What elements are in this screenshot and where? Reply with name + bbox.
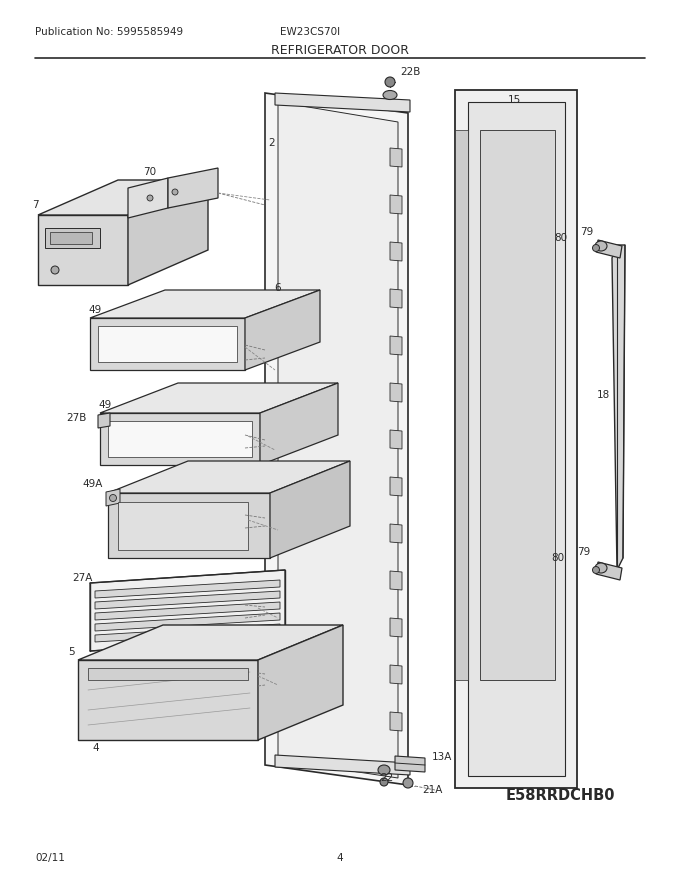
Ellipse shape	[172, 189, 178, 195]
Polygon shape	[78, 660, 258, 740]
Text: 27A: 27A	[72, 573, 92, 583]
Text: 7: 7	[32, 200, 39, 210]
Polygon shape	[596, 562, 622, 580]
Text: 79: 79	[577, 547, 590, 557]
Polygon shape	[390, 665, 402, 684]
Polygon shape	[38, 180, 208, 215]
Polygon shape	[258, 625, 343, 740]
Polygon shape	[95, 602, 280, 620]
Text: 49A: 49A	[82, 479, 103, 489]
Polygon shape	[245, 290, 320, 370]
Polygon shape	[108, 461, 350, 493]
Ellipse shape	[380, 778, 388, 786]
Polygon shape	[390, 571, 402, 590]
Polygon shape	[390, 618, 402, 637]
Ellipse shape	[403, 778, 413, 788]
Text: 80: 80	[551, 553, 564, 563]
Text: 27B: 27B	[66, 413, 86, 423]
Text: REFRIGERATOR DOOR: REFRIGERATOR DOOR	[271, 43, 409, 56]
Text: 80: 80	[554, 233, 567, 243]
Polygon shape	[100, 413, 260, 465]
Polygon shape	[596, 240, 622, 258]
Text: EW23CS70I: EW23CS70I	[280, 27, 340, 37]
Bar	[50, 232, 92, 244]
Bar	[45, 228, 100, 248]
Polygon shape	[390, 383, 402, 402]
Text: 4: 4	[337, 853, 343, 863]
Text: 5: 5	[68, 647, 75, 657]
Polygon shape	[78, 625, 343, 660]
Polygon shape	[390, 195, 402, 214]
Ellipse shape	[378, 765, 390, 775]
Text: 21A: 21A	[422, 785, 443, 795]
Polygon shape	[168, 168, 218, 208]
Ellipse shape	[595, 241, 607, 251]
Ellipse shape	[595, 563, 607, 573]
Polygon shape	[390, 477, 402, 496]
Text: E58RRDCHB0: E58RRDCHB0	[505, 788, 615, 803]
Polygon shape	[128, 178, 168, 218]
Polygon shape	[90, 318, 245, 370]
Ellipse shape	[51, 266, 59, 274]
Polygon shape	[390, 242, 402, 261]
Polygon shape	[390, 524, 402, 543]
Text: 49: 49	[88, 305, 101, 315]
Polygon shape	[395, 756, 425, 772]
Polygon shape	[95, 624, 280, 642]
Ellipse shape	[592, 245, 600, 252]
Polygon shape	[128, 180, 208, 285]
Polygon shape	[90, 290, 320, 318]
Ellipse shape	[383, 91, 397, 99]
Polygon shape	[390, 712, 402, 731]
Polygon shape	[108, 493, 270, 558]
Text: 22: 22	[380, 773, 393, 783]
Polygon shape	[265, 93, 408, 785]
Ellipse shape	[147, 195, 153, 201]
Polygon shape	[390, 430, 402, 449]
Ellipse shape	[385, 77, 395, 87]
Ellipse shape	[592, 567, 600, 574]
Text: 18: 18	[597, 390, 610, 400]
Text: 22B: 22B	[400, 67, 420, 77]
Polygon shape	[455, 130, 468, 680]
Text: 6: 6	[274, 283, 281, 293]
Text: 49: 49	[98, 400, 112, 410]
Polygon shape	[390, 289, 402, 308]
Polygon shape	[468, 102, 565, 776]
Text: 4: 4	[92, 743, 99, 753]
Text: 70: 70	[143, 167, 156, 177]
Polygon shape	[260, 383, 338, 465]
Polygon shape	[275, 93, 410, 112]
Text: Publication No: 5995585949: Publication No: 5995585949	[35, 27, 183, 37]
Polygon shape	[612, 245, 625, 570]
Polygon shape	[390, 148, 402, 167]
Bar	[88, 668, 248, 680]
Polygon shape	[95, 591, 280, 609]
Polygon shape	[278, 102, 398, 778]
Polygon shape	[390, 336, 402, 355]
Polygon shape	[100, 383, 338, 413]
Polygon shape	[275, 755, 410, 775]
Polygon shape	[98, 326, 237, 362]
Text: 02/11: 02/11	[35, 853, 65, 863]
Polygon shape	[38, 215, 128, 285]
Polygon shape	[108, 421, 252, 457]
Text: 13A: 13A	[432, 752, 452, 762]
Text: 15: 15	[508, 95, 522, 105]
Polygon shape	[90, 570, 285, 651]
Polygon shape	[455, 90, 577, 788]
Ellipse shape	[109, 495, 116, 502]
Polygon shape	[270, 461, 350, 558]
Polygon shape	[95, 580, 280, 598]
Polygon shape	[98, 413, 110, 428]
Polygon shape	[480, 130, 555, 680]
Polygon shape	[106, 489, 120, 506]
Bar	[118, 502, 248, 550]
Polygon shape	[95, 613, 280, 631]
Text: 2: 2	[268, 138, 275, 148]
Text: 79: 79	[580, 227, 593, 237]
